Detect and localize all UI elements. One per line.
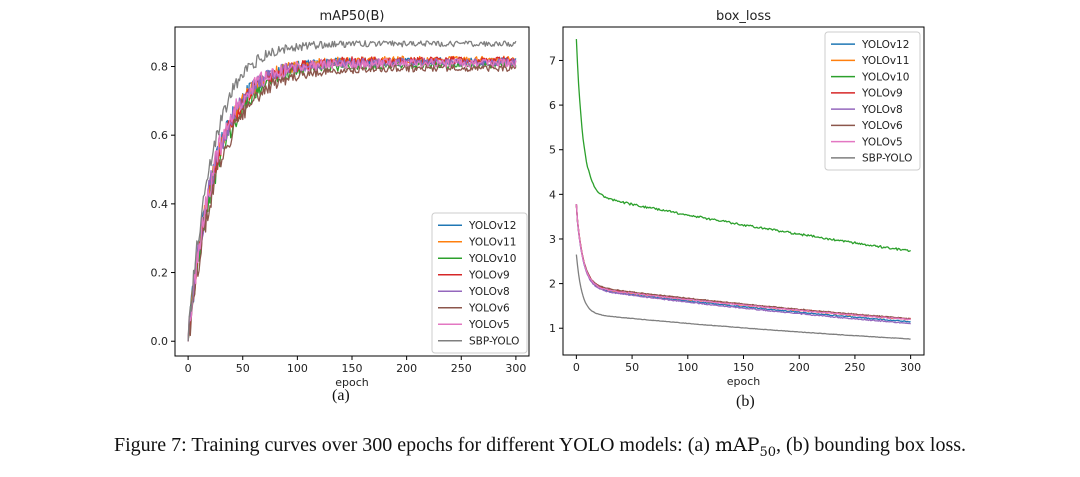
chart-title: box_loss: [716, 9, 771, 24]
x-tick-label: 50: [625, 361, 639, 374]
caption-math-main: mAP: [714, 434, 760, 456]
x-tick-label: 200: [396, 362, 417, 375]
series-line-sbp-yolo: [575, 254, 911, 340]
y-tick-label: 3: [549, 233, 556, 246]
x-tick-label: 100: [677, 361, 698, 374]
series-line-yolov5: [187, 58, 517, 342]
y-tick-label: 0.4: [151, 198, 169, 211]
y-tick-label: 1: [549, 322, 556, 335]
y-tick-label: 0.0: [151, 335, 169, 348]
legend-label-yolov6: YOLOv6: [468, 303, 510, 315]
chart-box-loss: box_loss 0 50 100 150 200 250 300 1 2 3 4 5 6 7 epoch YO…: [549, 9, 925, 388]
x-tick-label: 250: [844, 361, 865, 374]
y-tick-label: 0.2: [151, 267, 169, 280]
caption-math-sub: 50: [759, 444, 777, 460]
x-tick-label: 50: [236, 362, 250, 375]
legend-label-yolov9: YOLOv9: [861, 88, 903, 100]
y-tick-label: 6: [549, 99, 556, 112]
x-tick-label: 0: [573, 361, 580, 374]
series-line-yolov5: [575, 204, 911, 321]
caption-math: mAP50: [714, 434, 776, 460]
legend-label-yolov8: YOLOv8: [861, 104, 903, 116]
x-tick-label: 300: [505, 362, 526, 375]
y-tick-label: 2: [549, 278, 556, 291]
y-tick-label: 0.8: [151, 60, 169, 73]
figure-caption: Figure 7: Training curves over 300 epoch…: [0, 434, 1080, 460]
x-tick-label: 0: [185, 362, 192, 375]
legend-label-yolov11: YOLOv11: [861, 55, 909, 67]
caption-suffix: , (b) bounding box loss.: [776, 434, 967, 456]
series-line-yolov6: [575, 205, 911, 320]
legend-label-yolov12: YOLOv12: [468, 220, 516, 232]
subfigure-label-a: (a): [332, 387, 350, 404]
y-tick-label: 5: [549, 144, 556, 157]
x-tick-label: 100: [287, 362, 308, 375]
chart-map50: mAP50(B) 0 50 100 150 200 250 300 0.0 0.2 0.4 0.6 0.…: [151, 9, 530, 389]
legend-label-yolov8: YOLOv8: [468, 286, 510, 298]
legend-label-yolov5: YOLOv5: [468, 319, 510, 331]
y-tick-label: 0.6: [151, 129, 169, 142]
series-line-yolov6: [187, 64, 517, 342]
legend-box: [824, 31, 921, 171]
x-tick-label: 250: [451, 362, 472, 375]
x-tick-label: 300: [900, 361, 921, 374]
subfigure-label-b: (b): [736, 393, 755, 410]
series-line-yolov9: [575, 204, 911, 320]
legend-label-yolov10: YOLOv10: [468, 253, 516, 265]
series-line-yolov10: [575, 39, 911, 252]
chart-title: mAP50(B): [320, 9, 385, 24]
legend-label-sbp-yolo: SBP-YOLO: [862, 153, 912, 165]
series-line-yolov8: [575, 204, 911, 325]
series-line-yolov9: [187, 56, 517, 342]
caption-prefix: Figure 7: Training curves over 300 epoch…: [113, 434, 715, 456]
y-tick-label: 7: [549, 54, 556, 67]
x-tick-label: 200: [789, 361, 810, 374]
series-line-yolov11: [575, 204, 911, 321]
x-tick-label: 150: [342, 362, 363, 375]
legend-label-yolov10: YOLOv10: [861, 71, 909, 83]
y-tick-label: 4: [549, 188, 556, 201]
x-axis-label: epoch: [335, 376, 369, 389]
x-tick-label: 150: [733, 361, 754, 374]
x-axis-label: epoch: [727, 375, 761, 388]
legend-label-yolov9: YOLOv9: [468, 270, 510, 282]
series-line-sbp-yolo: [187, 40, 517, 342]
legend-label-yolov5: YOLOv5: [861, 136, 903, 148]
legend-label-yolov6: YOLOv6: [861, 120, 903, 132]
legend-label-sbp-yolo: SBP-YOLO: [469, 336, 519, 348]
legend-label-yolov12: YOLOv12: [861, 39, 909, 51]
legend-box: [431, 212, 528, 354]
legend-label-yolov11: YOLOv11: [468, 237, 516, 249]
